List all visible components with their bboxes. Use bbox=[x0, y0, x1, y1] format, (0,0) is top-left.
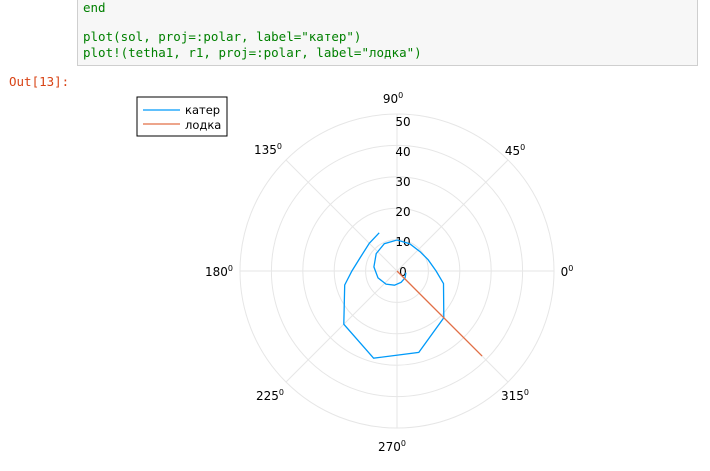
code-line: plot!(tetha1, r1, proj=:polar, label="ло… bbox=[83, 45, 422, 60]
angle-label: 2700 bbox=[378, 439, 406, 454]
radial-tick-label: 0 bbox=[399, 265, 407, 279]
legend-label: лодка bbox=[185, 118, 221, 132]
code-line: plot(sol, proj=:polar, label="катер") bbox=[83, 29, 362, 44]
legend-box bbox=[136, 96, 228, 137]
polar-grid bbox=[239, 113, 555, 429]
radial-tick-label: 40 bbox=[395, 145, 410, 159]
angle-label: 900 bbox=[383, 91, 403, 106]
angle-label: 1350 bbox=[254, 142, 282, 157]
series-lines bbox=[343, 232, 483, 359]
code-cell[interactable]: end plot(sol, proj=:polar, label="катер"… bbox=[77, 0, 698, 66]
angle-label: 3150 bbox=[501, 388, 529, 403]
grid-spoke bbox=[396, 159, 509, 272]
angle-label: 2250 bbox=[256, 388, 284, 403]
series-line-катер bbox=[343, 232, 445, 359]
radial-tick-label: 30 bbox=[395, 175, 410, 189]
radial-tick-label: 20 bbox=[395, 205, 410, 219]
legend-label: катер bbox=[185, 103, 220, 117]
grid-spoke bbox=[285, 159, 398, 272]
radial-tick-label: 50 bbox=[395, 115, 410, 129]
code-line: end bbox=[83, 0, 106, 15]
legend: катер лодка bbox=[136, 96, 228, 137]
grid-spoke bbox=[285, 270, 398, 383]
output-prompt: Out[13]: bbox=[9, 74, 70, 89]
angle-label: 1800 bbox=[205, 264, 233, 279]
angle-label: 450 bbox=[505, 143, 525, 158]
series-line-лодка bbox=[396, 270, 483, 357]
angle-label: 00 bbox=[561, 264, 574, 279]
